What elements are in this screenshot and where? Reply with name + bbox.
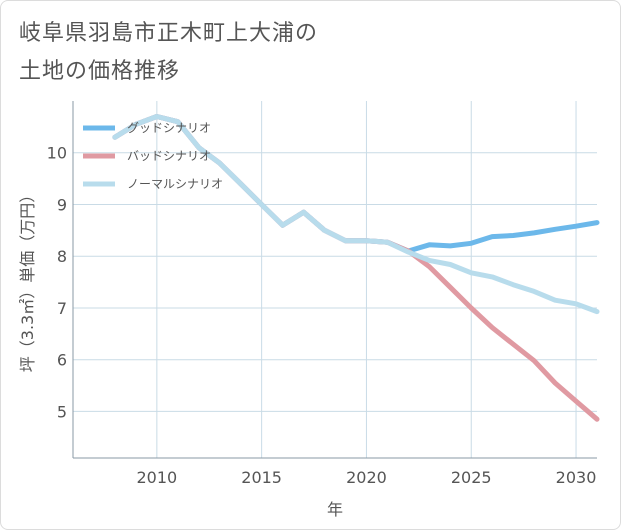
y-tick-label: 8 bbox=[57, 247, 67, 266]
legend-label: バッドシナリオ bbox=[127, 149, 211, 163]
y-tick-label: 7 bbox=[57, 299, 67, 318]
y-tick-label: 9 bbox=[57, 195, 67, 214]
x-tick-label: 2030 bbox=[556, 468, 597, 487]
chart-title: 岐阜県羽島市正木町上大浦の 土地の価格推移 bbox=[19, 15, 439, 91]
y-axis-label: 坪（3.3㎡）単価（万円） bbox=[18, 187, 37, 372]
chart-title-line-1: 岐阜県羽島市正木町上大浦の bbox=[19, 21, 319, 46]
x-tick-label: 2015 bbox=[241, 468, 282, 487]
plot-area bbox=[73, 101, 597, 458]
x-axis-label: 年 bbox=[327, 500, 343, 519]
series-line-3 bbox=[112, 114, 600, 315]
legend-label: グッドシナリオ bbox=[127, 121, 211, 135]
legend-label: ノーマルシナリオ bbox=[127, 177, 223, 191]
x-tick-label: 2020 bbox=[346, 468, 387, 487]
y-tick-label: 5 bbox=[57, 402, 67, 421]
axes: 2010 2015 2020 2025 2030 5 6 7 8 9 10 bbox=[47, 101, 597, 487]
chart-title-line-2: 土地の価格推移 bbox=[19, 59, 181, 84]
x-tick-label: 2010 bbox=[136, 468, 177, 487]
y-tick-label: 6 bbox=[57, 351, 67, 370]
x-tick-label: 2025 bbox=[451, 468, 492, 487]
series-lines bbox=[112, 114, 600, 422]
y-tick-label: 10 bbox=[47, 144, 67, 163]
